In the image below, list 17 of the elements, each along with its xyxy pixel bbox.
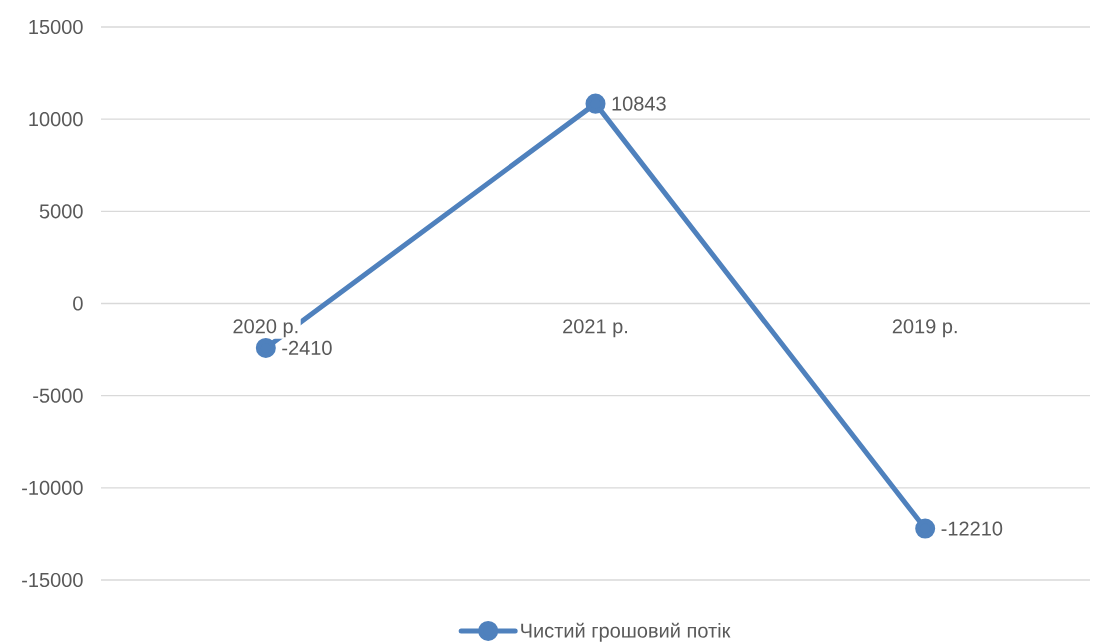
x-tick-label: 2019 р.: [892, 319, 957, 338]
y-tick-label: -15000: [22, 572, 83, 588]
point: [915, 518, 936, 539]
data-label: -2410: [282, 340, 332, 356]
y-tick-label: 15000: [29, 19, 83, 35]
y-tick-label: 5000: [39, 204, 83, 219]
legend-label: Чистий грошовий потік: [521, 622, 731, 642]
data-label: 10843: [612, 96, 666, 111]
y-tick-label: -5000: [33, 388, 83, 403]
x-tick-label: 2020 р.: [233, 319, 298, 338]
point: [255, 337, 276, 358]
x-tick-label: 2021 р.: [563, 319, 628, 338]
y-tick-label: 10000: [29, 112, 83, 127]
point: [585, 93, 606, 114]
y-tick-label: 0: [73, 296, 83, 311]
y-tick-label: -10000: [22, 480, 83, 495]
data-label: -12210: [941, 521, 1003, 536]
